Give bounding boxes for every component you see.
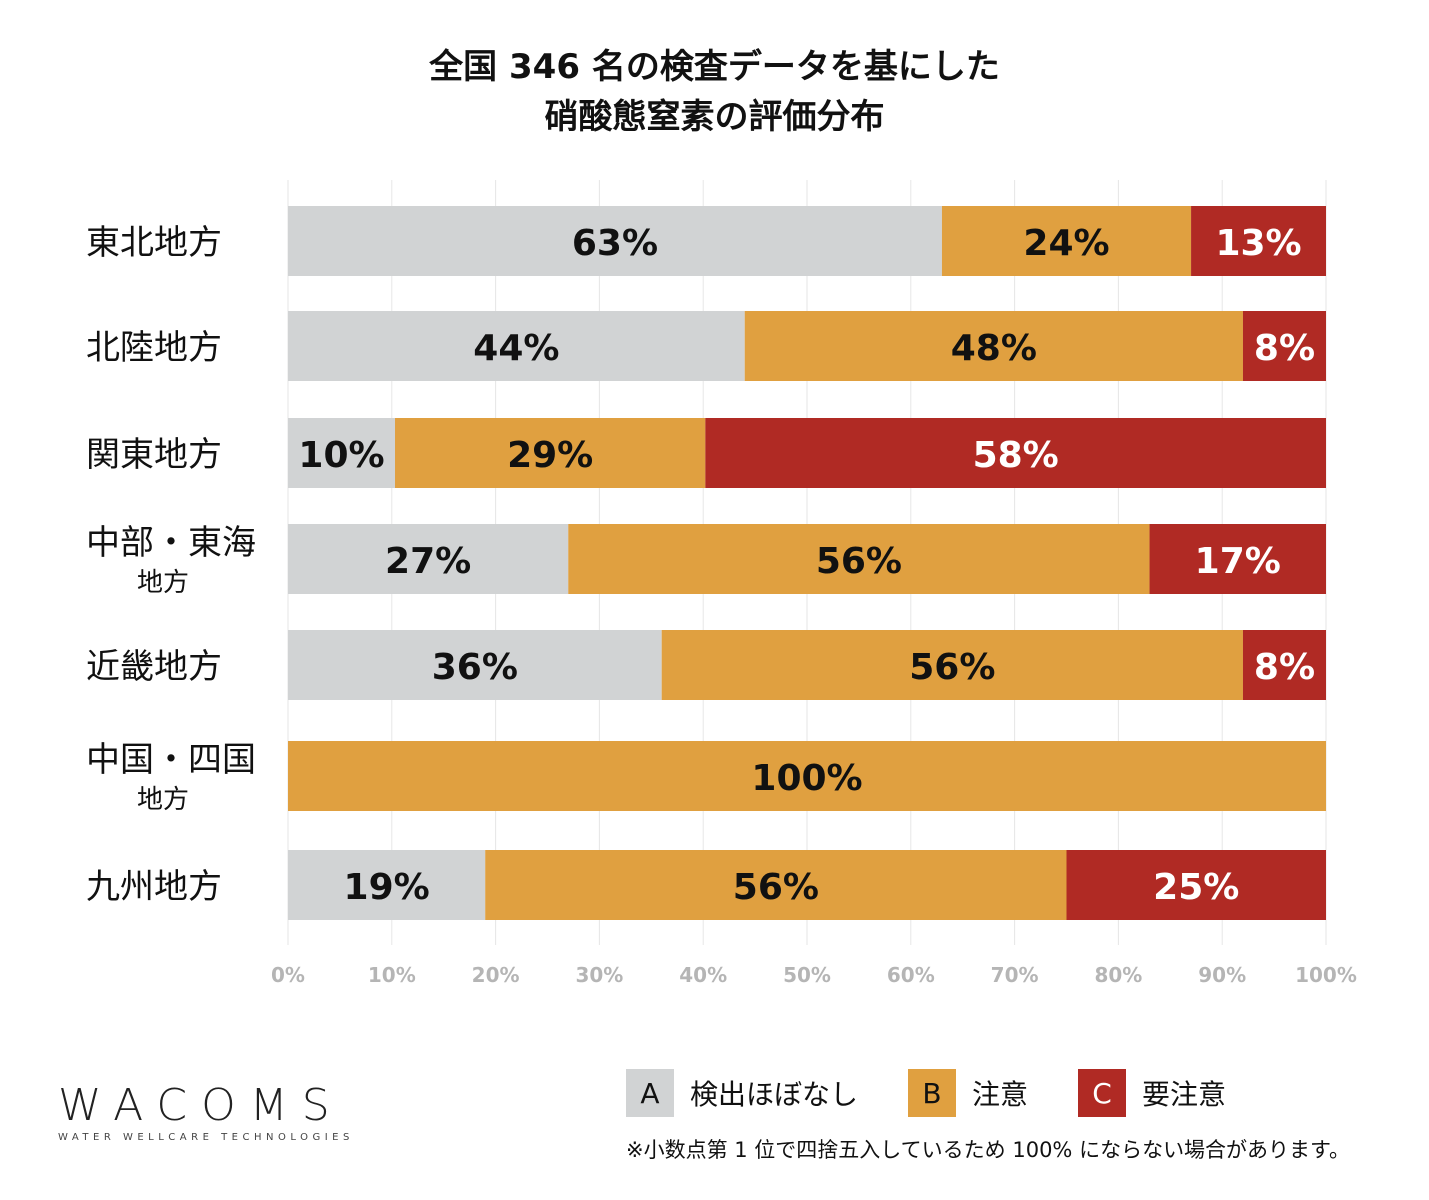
data-label: 58%: [973, 435, 1059, 476]
x-tick-label: 30%: [575, 963, 623, 987]
category-label: 北陸地方: [86, 328, 222, 368]
category-sublabel: 地方: [137, 568, 189, 598]
bar-segment-c: [705, 418, 1326, 488]
data-label: 36%: [432, 647, 518, 688]
legend: A 検出ほぼなし B 注意 C 要注意: [626, 1069, 1276, 1117]
category-label: 近畿地方: [86, 647, 222, 687]
category-label: 東北地方: [86, 223, 222, 263]
category-sublabel: 地方: [137, 785, 189, 815]
data-label: 17%: [1195, 541, 1281, 582]
footnote: ※小数点第 1 位で四捨五入しているため 100% にならない場合があります。: [626, 1138, 1350, 1162]
bar-segment-a: [288, 418, 396, 488]
bar-segment-b: [485, 850, 1067, 920]
x-tick-label: 60%: [887, 963, 935, 987]
bar-segment-c: [1242, 311, 1326, 381]
category-label: 関東地方: [86, 435, 222, 475]
bar-segment-c: [1242, 630, 1326, 700]
x-tick-label: 100%: [1295, 963, 1357, 987]
bar-segment-b: [661, 630, 1243, 700]
bar-segment-c: [1149, 524, 1326, 594]
x-tick-label: 80%: [1094, 963, 1142, 987]
x-tick-label: 20%: [472, 963, 520, 987]
chart-title-line-2: 硝酸態窒素の評価分布: [544, 97, 885, 137]
category-label: 中部・東海: [86, 523, 256, 563]
bar-segment-b: [744, 311, 1243, 381]
bar-segment-a: [288, 630, 662, 700]
legend-swatch-a: A: [626, 1069, 674, 1117]
data-label: 56%: [909, 647, 995, 688]
legend-label-c: 要注意: [1142, 1078, 1227, 1111]
data-label: 56%: [733, 867, 819, 908]
bar-segment-c: [1066, 850, 1326, 920]
data-label: 56%: [816, 541, 902, 582]
x-tick-label: 50%: [783, 963, 831, 987]
x-tick-label: 90%: [1198, 963, 1246, 987]
bar-segment-b: [288, 741, 1326, 811]
data-label: 29%: [507, 435, 593, 476]
x-tick-label: 10%: [368, 963, 416, 987]
data-label: 25%: [1153, 867, 1239, 908]
bar-segment-b: [395, 418, 706, 488]
logo-text: WACOMS: [58, 1080, 344, 1131]
bar-segment-c: [1191, 206, 1326, 276]
bar-segment-b: [941, 206, 1192, 276]
data-label: 13%: [1215, 223, 1301, 264]
logo-tagline: WATER WELLCARE TECHNOLOGIES: [58, 1132, 354, 1143]
bar-segment-a: [288, 524, 569, 594]
data-label: 63%: [572, 223, 658, 264]
data-label: 8%: [1254, 647, 1315, 688]
legend-label-b: 注意: [972, 1078, 1029, 1111]
data-label: 24%: [1023, 223, 1109, 264]
bar-segment-a: [288, 311, 745, 381]
bar-segment-b: [568, 524, 1150, 594]
x-tick-label: 0%: [271, 963, 305, 987]
category-label: 九州地方: [86, 867, 222, 907]
legend-label-a: 検出ほぼなし: [690, 1078, 859, 1111]
bar-segment-a: [288, 206, 942, 276]
data-label: 48%: [951, 328, 1037, 369]
legend-swatch-c: C: [1078, 1069, 1127, 1117]
wacoms-logo: WACOMS WATER WELLCARE TECHNOLOGIES: [58, 1080, 354, 1144]
legend-swatch-b: B: [908, 1069, 957, 1117]
data-label: 100%: [751, 758, 862, 799]
x-tick-label: 70%: [991, 963, 1039, 987]
data-label: 19%: [344, 867, 430, 908]
stacked-bar-chart: 0% 10% 20% 30% 40% 50% 60% 70% 80% 90% 100% 東北地方 63%…: [86, 180, 1357, 987]
bar-segment-a: [288, 850, 486, 920]
data-label: 10%: [298, 435, 384, 476]
category-label: 中国・四国: [86, 740, 256, 780]
data-label: 44%: [473, 328, 559, 369]
data-label: 8%: [1254, 328, 1315, 369]
chart-title-line-1: 全国 346 名の検査データを基にした: [429, 47, 1000, 87]
data-label: 27%: [385, 541, 471, 582]
x-tick-label: 40%: [679, 963, 727, 987]
